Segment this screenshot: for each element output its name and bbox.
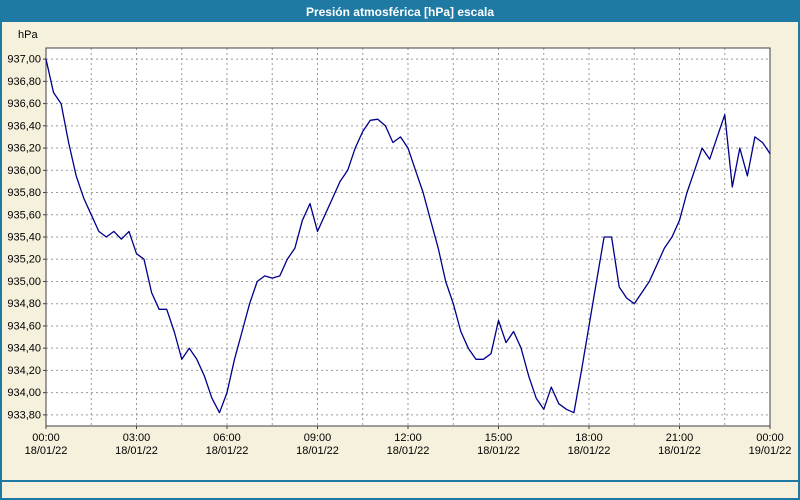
- svg-text:933,80: 933,80: [7, 409, 41, 421]
- svg-text:18/01/22: 18/01/22: [477, 445, 520, 457]
- svg-text:03:00: 03:00: [123, 432, 151, 444]
- svg-text:18/01/22: 18/01/22: [296, 445, 339, 457]
- svg-text:12:00: 12:00: [394, 432, 422, 444]
- svg-text:18/01/22: 18/01/22: [25, 445, 68, 457]
- chart-canvas: hPa 937,00 936,80 936,60 936,40 936,20 936,00 9…: [7, 29, 792, 457]
- titlebar: Presión atmosférica [hPa] escala: [2, 2, 798, 22]
- status-strip: [2, 480, 798, 498]
- chart-area: hPa 937,00 936,80 936,60 936,40 936,20 936,00 9…: [2, 22, 798, 480]
- svg-text:936,80: 936,80: [7, 76, 41, 88]
- svg-text:15:00: 15:00: [485, 432, 513, 444]
- svg-text:19/01/22: 19/01/22: [749, 445, 792, 457]
- svg-text:936,60: 936,60: [7, 98, 41, 110]
- svg-text:934,40: 934,40: [7, 343, 41, 355]
- svg-text:00:00: 00:00: [32, 432, 60, 444]
- svg-text:935,20: 935,20: [7, 254, 41, 266]
- svg-text:21:00: 21:00: [666, 432, 694, 444]
- svg-text:934,60: 934,60: [7, 320, 41, 332]
- svg-text:936,00: 936,00: [7, 165, 41, 177]
- svg-text:935,60: 935,60: [7, 209, 41, 221]
- svg-text:06:00: 06:00: [213, 432, 241, 444]
- svg-text:935,40: 935,40: [7, 232, 41, 244]
- svg-text:18/01/22: 18/01/22: [658, 445, 701, 457]
- svg-text:18/01/22: 18/01/22: [115, 445, 158, 457]
- svg-text:935,80: 935,80: [7, 187, 41, 199]
- svg-text:936,40: 936,40: [7, 120, 41, 132]
- window-title: Presión atmosférica [hPa] escala: [305, 5, 495, 19]
- svg-text:18/01/22: 18/01/22: [387, 445, 430, 457]
- svg-text:937,00: 937,00: [7, 54, 41, 66]
- svg-text:18:00: 18:00: [575, 432, 603, 444]
- svg-text:934,80: 934,80: [7, 298, 41, 310]
- svg-text:hPa: hPa: [18, 29, 38, 41]
- svg-text:935,00: 935,00: [7, 276, 41, 288]
- svg-text:09:00: 09:00: [304, 432, 332, 444]
- svg-text:00:00: 00:00: [756, 432, 784, 444]
- svg-text:934,20: 934,20: [7, 365, 41, 377]
- svg-text:18/01/22: 18/01/22: [568, 445, 611, 457]
- svg-text:934,00: 934,00: [7, 387, 41, 399]
- svg-text:936,20: 936,20: [7, 143, 41, 155]
- svg-text:18/01/22: 18/01/22: [206, 445, 249, 457]
